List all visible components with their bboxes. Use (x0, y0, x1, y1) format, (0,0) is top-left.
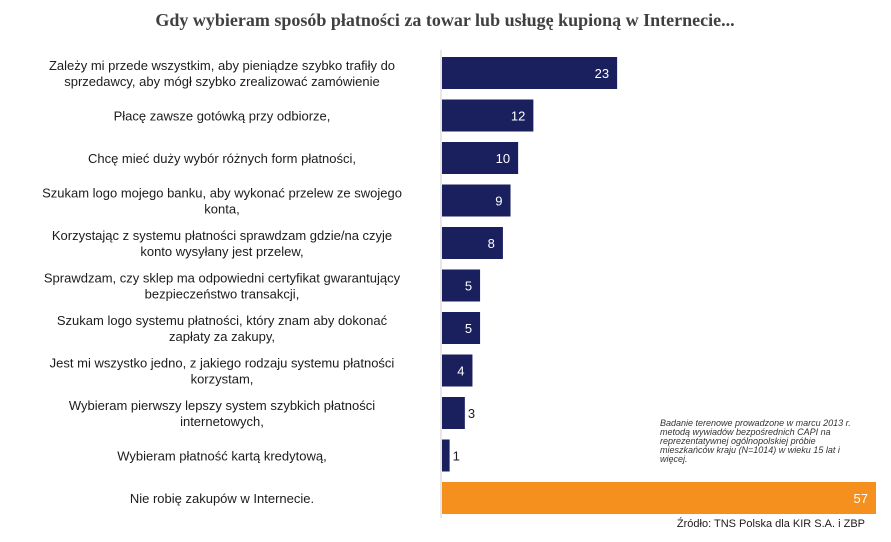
category-label-line: konto wysyłany jest przelew, (140, 244, 303, 259)
bar-2 (442, 99, 534, 132)
category-label-line: bezpieczeństwo transakcji, (145, 287, 300, 302)
category-label-line: Zależy mi przede wszystkim, aby pieniądz… (49, 58, 395, 73)
category-label-4: Szukam logo mojego banku, aby wykonać pr… (42, 186, 402, 217)
value-label-7: 5 (465, 321, 472, 336)
value-label-4: 9 (495, 194, 502, 209)
category-label-line: konta, (204, 202, 239, 217)
category-label-line: Szukam logo systemu płatności, który zna… (57, 313, 388, 328)
value-label-1: 23 (595, 66, 609, 81)
bar-4 (442, 184, 511, 217)
value-label-5: 8 (488, 236, 495, 251)
category-label-5: Korzystając z systemu płatności sprawdza… (52, 228, 392, 259)
bar-7 (442, 312, 481, 344)
source-text: Źródło: TNS Polska dla KIR S.A. i ZBP (676, 518, 865, 530)
value-label-3: 10 (496, 151, 510, 166)
category-label-line: internetowych, (180, 414, 264, 429)
category-label-line: Wybieram pierwszy lepszy system szybkich… (69, 398, 375, 413)
category-label-1: Zależy mi przede wszystkim, aby pieniądz… (49, 58, 395, 89)
category-label-9: Wybieram pierwszy lepszy system szybkich… (69, 398, 375, 429)
category-label-2: Płacę zawsze gotówką przy odbiorze, (114, 109, 331, 124)
bar-5 (442, 227, 503, 259)
category-label-10: Wybieram płatność kartą kredytową, (117, 449, 326, 464)
bar-1 (442, 57, 618, 89)
category-label-11: Nie robię zakupów w Internecie. (130, 491, 314, 506)
category-label-line: sprzedawcy, aby mógł szybko zrealizować … (64, 74, 380, 89)
bar-8 (442, 354, 473, 387)
category-label-6: Sprawdzam, czy sklep ma odpowiedni certy… (44, 271, 401, 302)
category-label-line: zapłaty za zakupy, (169, 329, 275, 344)
value-label-11: 57 (854, 491, 868, 506)
category-label-line: Korzystając z systemu płatności sprawdza… (52, 228, 392, 243)
category-label-line: Chcę mieć duży wybór różnych form płatno… (88, 151, 356, 166)
category-label-line: Sprawdzam, czy sklep ma odpowiedni certy… (44, 271, 401, 286)
survey-note: Badanie terenowe prowadzone w marcu 2013… (660, 418, 851, 464)
bars-group: 23 Zależy mi przede wszystkim, aby pienią… (42, 57, 876, 514)
category-label-line: Wybieram płatność kartą kredytową, (117, 449, 326, 464)
bar-9 (442, 397, 465, 429)
value-label-9: 3 (468, 406, 475, 421)
category-label-line: korzystam, (191, 372, 254, 387)
bar-6 (442, 269, 481, 302)
bar-3 (442, 142, 519, 174)
value-label-6: 5 (465, 279, 472, 294)
value-label-10: 1 (453, 449, 460, 464)
category-label-line: Jest mi wszystko jedno, z jakiego rodzaj… (50, 356, 395, 371)
category-label-8: Jest mi wszystko jedno, z jakiego rodzaj… (50, 356, 395, 387)
category-label-7: Szukam logo systemu płatności, który zna… (57, 313, 388, 344)
bar-10 (442, 439, 450, 472)
category-label-line: Płacę zawsze gotówką przy odbiorze, (114, 109, 331, 124)
chart-title: Gdy wybieram sposób płatności za towar l… (155, 10, 734, 30)
value-label-8: 4 (457, 364, 464, 379)
category-label-line: Nie robię zakupów w Internecie. (130, 491, 314, 506)
value-label-2: 12 (511, 109, 525, 124)
bar-11 (442, 482, 876, 514)
category-label-line: Szukam logo mojego banku, aby wykonać pr… (42, 186, 402, 201)
category-label-3: Chcę mieć duży wybór różnych form płatno… (88, 151, 356, 166)
